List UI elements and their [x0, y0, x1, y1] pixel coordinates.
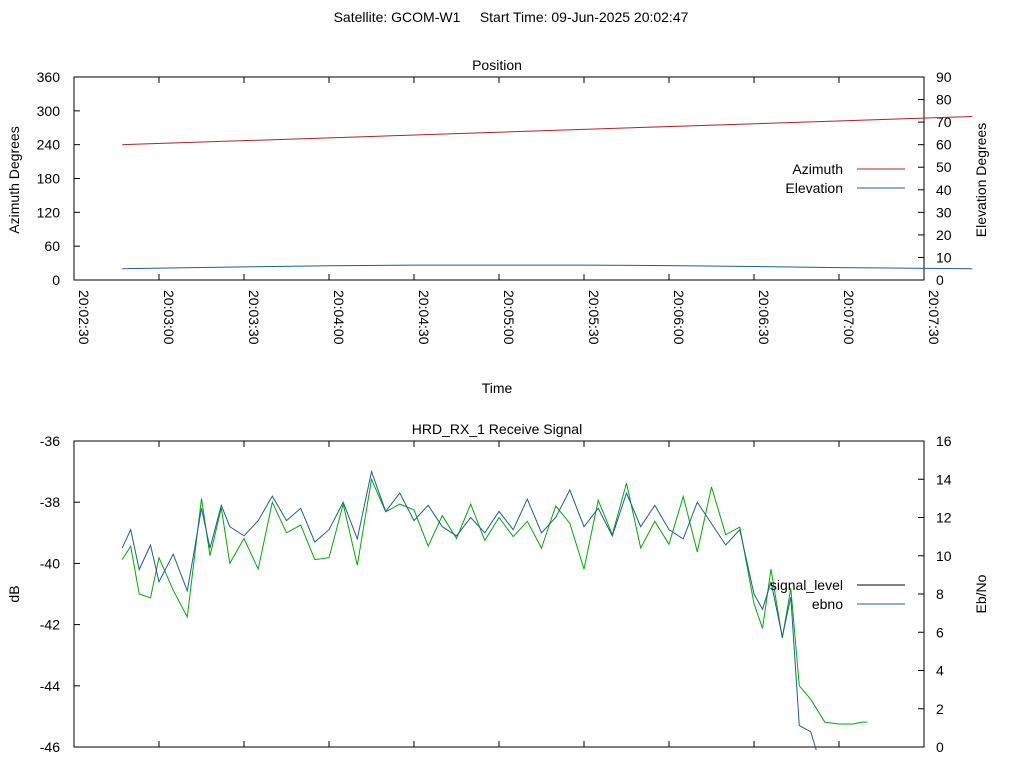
position-series-line-azimuth [122, 116, 973, 146]
position-x-tick-label: 20:05:30 [586, 290, 602, 345]
receive-signal-y-tick-label: -38 [40, 494, 60, 510]
receive-signal-axes: -46 -44 -42 -40 -38 -36 0 2 4 6 8 10 12 14 16 [40, 433, 952, 755]
position-x-tick-label: 20:06:30 [756, 290, 772, 345]
receive-signal-y-tick-label: -46 [40, 739, 60, 755]
position-y-tick-label: 240 [37, 137, 61, 153]
receive-signal-legend-label: signal_level [770, 577, 843, 593]
receive-signal-legend-label: ebno [812, 596, 843, 612]
receive-signal-y2-tick-label: 0 [936, 739, 944, 755]
position-legend-label: Elevation [785, 180, 843, 196]
receive-signal-y-tick-label: -42 [40, 617, 60, 633]
position-x-tick-label: 20:07:30 [926, 290, 942, 345]
position-y2-tick-label: 90 [936, 69, 952, 85]
receive-signal-y2-tick-label: 8 [936, 586, 944, 602]
position-x-tick-label: 20:05:00 [501, 290, 517, 345]
receive-signal-y-tick-label: -40 [40, 555, 60, 571]
receive-signal-title: HRD_RX_1 Receive Signal [412, 421, 582, 437]
position-axes: 0 60 120 180 240 300 360 0 10 20 30 40 50 60 70 80 90 20:… [37, 69, 952, 345]
position-chart: Position Azimuth Degrees Elevation Degre… [6, 57, 989, 396]
position-legend: Azimuth Elevation [785, 161, 905, 196]
position-y-tick-label: 120 [37, 204, 61, 220]
position-y-tick-label: 300 [37, 103, 61, 119]
position-y-tick-label: 360 [37, 69, 61, 85]
receive-signal-series-line-signal-level [121, 469, 817, 751]
receive-signal-y-tick-label: -36 [40, 433, 60, 449]
position-plot-frame [73, 76, 925, 281]
position-y2-tick-label: 60 [936, 137, 952, 153]
receive-signal-y-tick-label: -44 [40, 678, 60, 694]
position-y2-tick-label: 30 [936, 204, 952, 220]
position-x-axis-label: Time [482, 380, 513, 396]
position-y-tick-label: 180 [37, 171, 61, 187]
position-x-tick-label: 20:03:30 [246, 290, 262, 345]
receive-signal-y2-tick-label: 6 [936, 624, 944, 640]
receive-signal-plot-frame [73, 440, 925, 748]
receive-signal-y2-tick-label: 10 [936, 548, 952, 564]
receive-signal-series-line-ebno [121, 477, 868, 725]
position-y2-tick-label: 20 [936, 227, 952, 243]
position-y2-axis-label: Elevation Degrees [973, 123, 989, 237]
receive-signal-y-axis-label: dB [6, 585, 22, 602]
receive-signal-y2-tick-label: 4 [936, 663, 944, 679]
position-y2-tick-label: 80 [936, 92, 952, 108]
position-title: Position [472, 57, 522, 73]
receive-signal-series [121, 469, 868, 751]
position-y2-tick-label: 70 [936, 114, 952, 130]
position-y2-tick-label: 50 [936, 159, 952, 175]
receive-signal-y2-tick-label: 16 [936, 433, 952, 449]
receive-signal-y2-tick-label: 14 [936, 471, 952, 487]
position-x-tick-label: 20:04:30 [416, 290, 432, 345]
position-series-line-elevation [122, 264, 973, 270]
position-y-tick-label: 0 [52, 272, 60, 288]
position-x-tick-label: 20:06:00 [671, 290, 687, 345]
position-y2-tick-label: 0 [936, 272, 944, 288]
position-y-tick-label: 60 [44, 238, 60, 254]
position-x-tick-label: 20:02:30 [76, 290, 92, 345]
receive-signal-y2-tick-label: 2 [936, 701, 944, 717]
position-y2-tick-label: 10 [936, 249, 952, 265]
position-legend-label: Azimuth [792, 161, 843, 177]
position-series [122, 116, 973, 270]
position-x-tick-label: 20:03:00 [161, 290, 177, 345]
page-title: Satellite: GCOM-W1 Start Time: 09-Jun-20… [334, 9, 689, 25]
position-x-tick-label: 20:07:00 [841, 290, 857, 345]
receive-signal-chart: HRD_RX_1 Receive Signal dB Eb/No -46-44-… [6, 421, 989, 755]
position-y2-tick-label: 40 [936, 182, 952, 198]
position-y-axis-label: Azimuth Degrees [6, 126, 22, 233]
receive-signal-y2-tick-label: 12 [936, 510, 952, 526]
receive-signal-y2-axis-label: Eb/No [973, 574, 989, 613]
position-x-tick-label: 20:04:00 [331, 290, 347, 345]
